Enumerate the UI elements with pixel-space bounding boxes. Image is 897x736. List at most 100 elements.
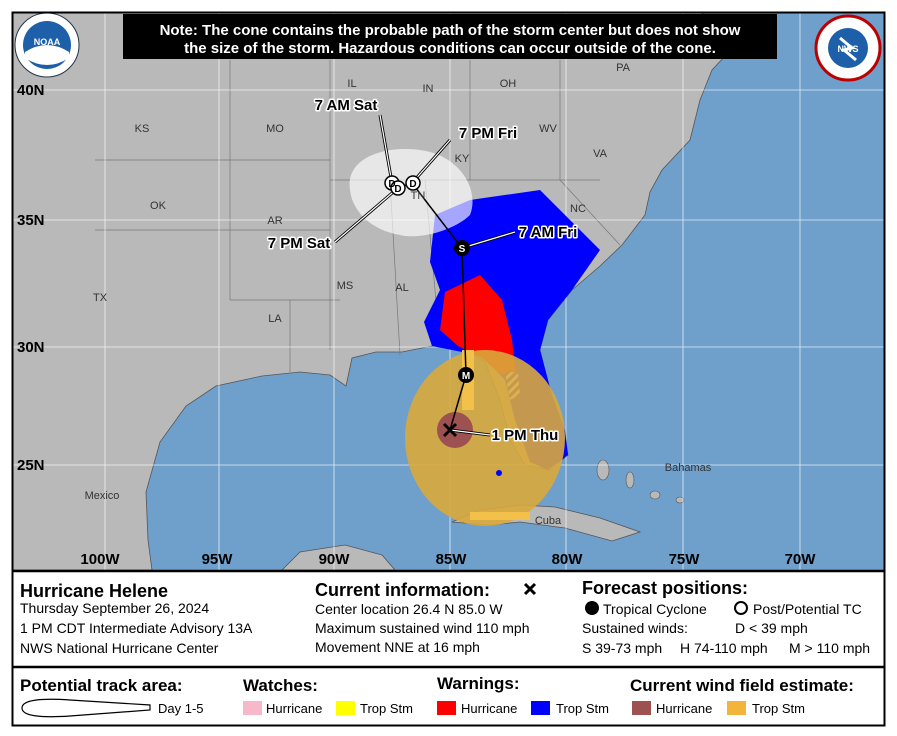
place-label: PA bbox=[616, 62, 631, 74]
forecast-point-m bbox=[458, 367, 474, 383]
lon-label: 85W bbox=[436, 551, 468, 568]
note-text: Note: The cone contains the probable pat… bbox=[160, 22, 741, 39]
info-line: Thursday September 26, 2024 bbox=[20, 600, 209, 616]
track-label: 1 PM Thu bbox=[492, 427, 559, 444]
place-label: AL bbox=[395, 282, 408, 294]
cone bbox=[349, 149, 473, 237]
labels: Note: The cone contains the probable pat… bbox=[17, 22, 870, 716]
legend-text: S 39-73 mph bbox=[582, 640, 662, 656]
place-label: LA bbox=[268, 313, 282, 325]
place-label: NC bbox=[570, 203, 586, 215]
track-label: 7 AM Fri bbox=[519, 224, 578, 241]
swatch-warning-hurricane bbox=[437, 701, 456, 715]
nws-logo bbox=[814, 14, 882, 82]
legend-text: D < 39 mph bbox=[735, 620, 808, 636]
swatch-wind-hurricane bbox=[632, 701, 651, 715]
place-label: MS bbox=[337, 280, 354, 292]
note-text: the size of the storm. Hazardous conditi… bbox=[184, 40, 716, 57]
place-label: IL bbox=[347, 78, 356, 90]
trop-storm-warning bbox=[424, 190, 600, 470]
post-tc-symbol bbox=[734, 601, 748, 615]
place-label: Cuba bbox=[535, 515, 562, 527]
track-label: 7 AM Sat bbox=[315, 97, 378, 114]
swatch-watch-trop bbox=[336, 701, 355, 715]
forecast-point-s bbox=[454, 240, 470, 256]
place-label: TN bbox=[411, 190, 426, 202]
info-line: Center location 26.4 N 85.0 W bbox=[315, 601, 503, 617]
track-label: 7 PM Sat bbox=[268, 235, 331, 252]
info-line: Movement NNE at 16 mph bbox=[315, 639, 480, 655]
place-label: AR bbox=[267, 215, 282, 227]
marker-letter: D bbox=[388, 179, 395, 190]
map bbox=[13, 13, 884, 570]
note-box bbox=[123, 14, 777, 59]
legend-text: H 74-110 mph bbox=[680, 640, 768, 656]
lat-label: 30N bbox=[17, 339, 45, 356]
place-label: VA bbox=[593, 148, 608, 160]
logo-text: NWS bbox=[838, 44, 859, 54]
lon-label: 95W bbox=[202, 551, 234, 568]
legend-text: Trop Stm bbox=[752, 701, 805, 716]
lon-label: 90W bbox=[319, 551, 351, 568]
hurricane-warning bbox=[440, 275, 516, 375]
place-label: IN bbox=[423, 83, 434, 95]
place-label: Bahamas bbox=[665, 462, 712, 474]
section-title: Current information: bbox=[315, 580, 490, 600]
logo-text: NOAA bbox=[34, 37, 61, 47]
legend-text: Hurricane bbox=[266, 701, 322, 716]
legend-text: Trop Stm bbox=[556, 701, 609, 716]
place-label: OK bbox=[150, 200, 167, 212]
section-title: Forecast positions: bbox=[582, 578, 748, 598]
legend-text: Sustained winds: bbox=[582, 620, 688, 636]
legend-title: Potential track area: bbox=[20, 676, 183, 695]
place-label: KS bbox=[135, 123, 150, 135]
info-line: 1 PM CDT Intermediate Advisory 13A bbox=[20, 620, 253, 636]
swatch-wind-trop bbox=[727, 701, 746, 715]
marker-letter: M bbox=[462, 371, 470, 382]
leader-lines-inner bbox=[334, 114, 516, 436]
noaa-logo bbox=[14, 13, 80, 78]
legend-text: Hurricane bbox=[461, 701, 517, 716]
legend-text: Trop Stm bbox=[360, 701, 413, 716]
lat-label: 40N bbox=[17, 82, 45, 99]
trop-storm-wind-field bbox=[405, 350, 565, 526]
place-label: WV bbox=[539, 123, 557, 135]
lon-label: 75W bbox=[669, 551, 701, 568]
place-label: TX bbox=[93, 292, 108, 304]
marker-letter: S bbox=[459, 244, 466, 255]
track-label: 7 PM Fri bbox=[459, 125, 517, 142]
forecast-point-d bbox=[390, 180, 406, 196]
lat-label: 25N bbox=[17, 457, 45, 474]
lon-label: 70W bbox=[785, 551, 817, 568]
legend-title: Current wind field estimate: bbox=[630, 676, 854, 695]
place-label: Mexico bbox=[85, 490, 120, 502]
place-label: MO bbox=[266, 123, 284, 135]
cone-symbol bbox=[21, 698, 151, 718]
yucatan bbox=[281, 544, 396, 570]
legend-text: Day 1-5 bbox=[158, 701, 204, 716]
lon-label: 100W bbox=[80, 551, 120, 568]
legend-text: Post/Potential TC bbox=[753, 601, 862, 617]
place-label: KY bbox=[455, 153, 470, 165]
legend-text: Hurricane bbox=[656, 701, 712, 716]
storm-name: Hurricane Helene bbox=[20, 581, 168, 601]
swatch-warning-trop bbox=[531, 701, 550, 715]
cuba-watch bbox=[470, 512, 530, 520]
tc-symbol bbox=[585, 601, 599, 615]
marker-letter: D bbox=[409, 179, 416, 190]
current-symbol bbox=[523, 582, 537, 596]
swatch-watch-hurricane bbox=[243, 701, 262, 715]
lon-label: 80W bbox=[552, 551, 584, 568]
frame bbox=[11, 11, 886, 727]
marker-letter: D bbox=[394, 184, 401, 195]
info-line: Maximum sustained wind 110 mph bbox=[315, 620, 530, 636]
forecast-point-d bbox=[405, 175, 421, 191]
legend-text: M > 110 mph bbox=[789, 640, 870, 656]
legend-title: Warnings: bbox=[437, 674, 519, 693]
lat-label: 35N bbox=[17, 212, 45, 229]
place-label: OH bbox=[500, 78, 517, 90]
current-position bbox=[442, 422, 458, 438]
legend-title: Watches: bbox=[243, 676, 318, 695]
dot bbox=[496, 470, 502, 476]
